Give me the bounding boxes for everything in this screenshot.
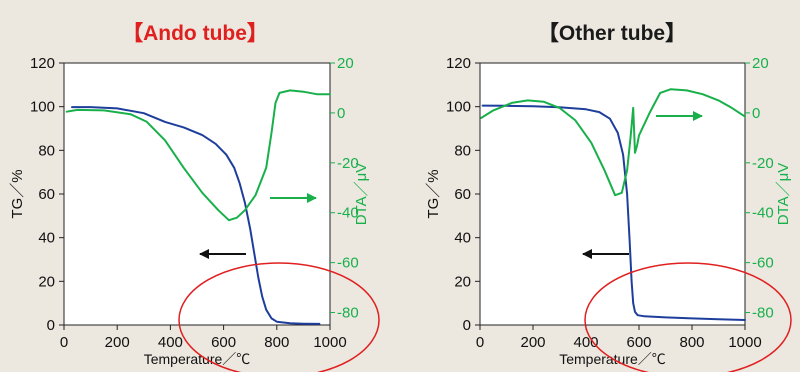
chart-panel-1: 【Ando tube】0 200 400 600 800 1000020406080100…	[9, 22, 380, 372]
y-tick-label: 20	[38, 273, 55, 290]
y-tick-label: 60	[38, 186, 55, 203]
y2-axis-label: DTA／μV	[775, 163, 792, 226]
tg-series-line	[481, 104, 746, 321]
x-axis-label: Temperature／℃	[144, 351, 251, 367]
x-tick-label: 0	[476, 334, 484, 351]
highlight-ellipse	[584, 262, 792, 372]
y-tick-label: 40	[454, 230, 471, 247]
y2-tick-label: -20	[752, 155, 774, 172]
y-tick-label: 0	[47, 317, 55, 334]
y2-tick-label: 20	[752, 55, 769, 72]
y-tick-label: 100	[30, 99, 55, 116]
y2-tick-label: -60	[337, 255, 359, 272]
y-axis-label: TG／%	[9, 169, 26, 218]
y2-axis-label: DTA／μV	[353, 163, 370, 226]
x-tick-label: 1000	[313, 334, 346, 351]
y-tick-label: 100	[446, 99, 471, 116]
y2-tick-label: -60	[752, 255, 774, 272]
y2-tick-label: -80	[752, 305, 774, 322]
y2-tick-label: -20	[337, 155, 359, 172]
y-tick-label: 20	[454, 273, 471, 290]
y-tick-label: 80	[38, 142, 55, 159]
y2-tick-label: -80	[337, 305, 359, 322]
chart-title: 【Other tube】	[538, 22, 686, 45]
x-tick-label: 800	[679, 334, 704, 351]
dta-series-line	[65, 89, 331, 222]
x-tick-label: 400	[158, 334, 183, 351]
x-tick-label: 600	[211, 334, 236, 351]
x-tick-label: 200	[520, 334, 545, 351]
x-tick-label: 400	[573, 334, 598, 351]
plot-area	[63, 62, 331, 326]
chart-title: 【Ando tube】	[122, 22, 268, 45]
y-tick-label: 120	[30, 55, 55, 72]
y2-tick-label: -40	[752, 205, 774, 222]
x-tick-label: 200	[105, 334, 130, 351]
y-axis-label: TG／%	[425, 169, 442, 218]
highlight-ellipse	[178, 262, 380, 372]
y-tick-label: 80	[454, 142, 471, 159]
y2-tick-label: 20	[337, 55, 354, 72]
x-tick-label: 0	[60, 334, 68, 351]
y-tick-label: 0	[463, 317, 471, 334]
x-tick-label: 1000	[728, 334, 761, 351]
chart-panel-2: 【Other tube】0 200 400 600 800 100002040608010…	[425, 22, 792, 372]
y-tick-label: 60	[454, 186, 471, 203]
y2-tick-label: -40	[337, 205, 359, 222]
y-tick-label: 40	[38, 230, 55, 247]
y-tick-label: 120	[446, 55, 471, 72]
x-tick-label: 800	[264, 334, 289, 351]
y2-tick-label: 0	[752, 105, 760, 122]
tg-series-line	[71, 106, 321, 325]
y2-tick-label: 0	[337, 105, 345, 122]
x-tick-label: 600	[626, 334, 651, 351]
dta-series-line	[480, 88, 746, 197]
